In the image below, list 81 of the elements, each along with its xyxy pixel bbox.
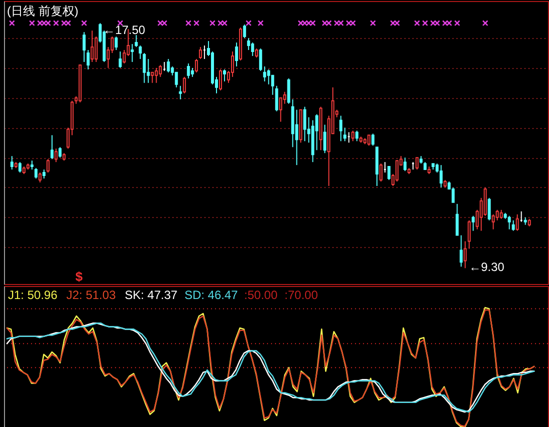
candlestick [339,115,342,142]
candlestick [512,220,515,232]
candlestick [34,168,38,180]
annotation: $ [75,269,84,284]
candlestick [223,68,226,82]
candlestick [58,146,62,158]
candlestick [516,214,519,232]
candlestick [235,42,238,67]
candlestick [150,72,154,84]
series-label: J1: 50.96 [8,288,58,302]
candlestick [114,36,118,51]
series-label: J2: 51.03 [66,288,116,302]
candlestick [263,66,266,82]
ref-line-label: :70.00 [284,288,318,302]
chart-title: (日线 前复权) [7,4,78,18]
candlestick [287,78,290,104]
annotation: ←17.50 [103,23,146,38]
candlestick [142,52,146,84]
candlestick [146,58,150,84]
candlestick [404,157,407,172]
candlestick [158,64,162,78]
candlestick [271,74,274,96]
candlestick [323,124,326,154]
candlestick [231,51,234,78]
candlestick [367,134,370,146]
candlestick [86,50,90,70]
candlestick [468,220,471,250]
text: SD: 46.47 [184,288,238,302]
candlestick [82,32,86,62]
candlestick [154,67,158,84]
candlestick [456,203,459,236]
candlestick [130,44,134,62]
candlestick [178,85,182,100]
candlestick [275,85,278,112]
candlestick [54,148,58,163]
candlestick [182,76,186,94]
candlestick [303,106,306,142]
candlestick [416,157,419,170]
candlestick [174,72,178,88]
candlestick [50,134,54,160]
candlestick [90,30,94,62]
candlestick [138,45,142,60]
candlestick [343,127,346,142]
candlestick [371,133,374,146]
candlestick [355,130,358,142]
candlestick [488,197,491,221]
text: SK: 47.37 [124,288,178,302]
candlestick [219,68,222,91]
candlestick [295,109,298,166]
ref-line-label: :50.00 [244,288,278,302]
candlestick [267,68,270,85]
candlestick [464,240,467,269]
candlestick [508,215,511,230]
candlestick [440,164,443,188]
candlestick [259,48,262,72]
candlestick [452,186,455,203]
candlestick [38,172,42,183]
candlestick [460,234,463,268]
candlestick [492,214,495,230]
candlestick [118,51,122,68]
candlestick [94,36,98,62]
candlestick [134,34,138,48]
annotation: ←9.30 [469,260,505,274]
candlestick [46,158,50,174]
candlestick [351,130,354,142]
candlestick [387,166,390,181]
candlestick [472,215,475,232]
candlestick [166,58,170,73]
candlestick [10,156,14,170]
candlestick [186,62,190,79]
candlestick [315,114,318,151]
candlestick [251,42,254,56]
candlestick [243,24,246,39]
candlestick [395,160,398,182]
candlestick [247,38,250,51]
candlestick [194,58,198,73]
candlestick [279,97,282,122]
candlestick [496,209,499,221]
candlestick [379,163,382,182]
candlestick [18,162,22,174]
candlestick [198,46,202,60]
